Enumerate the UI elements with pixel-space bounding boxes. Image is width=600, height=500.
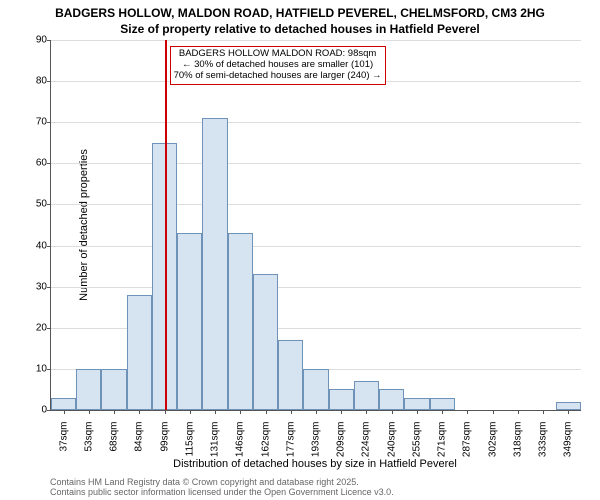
ytick-label: 0	[23, 405, 47, 416]
x-axis-title: Distribution of detached houses by size …	[50, 458, 580, 470]
gridline-h	[51, 163, 581, 164]
xtick-label: 84sqm	[134, 422, 145, 482]
gridline-h	[51, 246, 581, 247]
ytick-label: 40	[23, 240, 47, 251]
chart-title-line2: Size of property relative to detached ho…	[0, 22, 600, 36]
ytick-mark	[47, 122, 51, 123]
xtick-mark	[266, 410, 267, 414]
histogram-bar	[430, 398, 455, 410]
xtick-mark	[392, 410, 393, 414]
ytick-mark	[47, 369, 51, 370]
histogram-bar	[51, 398, 76, 410]
ytick-mark	[47, 287, 51, 288]
ytick-label: 90	[23, 35, 47, 46]
xtick-label: 193sqm	[311, 422, 322, 482]
xtick-label: 349sqm	[563, 422, 574, 482]
ytick-mark	[47, 40, 51, 41]
xtick-label: 318sqm	[512, 422, 523, 482]
histogram-bar	[329, 389, 354, 410]
xtick-mark	[89, 410, 90, 414]
ytick-label: 20	[23, 322, 47, 333]
y-axis-title-container: Number of detached properties	[8, 40, 22, 410]
xtick-label: 255sqm	[411, 422, 422, 482]
histogram-bar	[556, 402, 581, 410]
ytick-mark	[47, 204, 51, 205]
xtick-mark	[493, 410, 494, 414]
histogram-bar	[202, 118, 227, 410]
xtick-mark	[215, 410, 216, 414]
reference-line	[165, 40, 167, 410]
xtick-label: 271sqm	[437, 422, 448, 482]
xtick-label: 177sqm	[285, 422, 296, 482]
xtick-label: 99sqm	[159, 422, 170, 482]
xtick-mark	[442, 410, 443, 414]
annotation-line: 70% of semi-detached houses are larger (…	[174, 71, 382, 82]
histogram-bar	[354, 381, 379, 410]
gridline-h	[51, 287, 581, 288]
ytick-mark	[47, 246, 51, 247]
annotation-box: BADGERS HOLLOW MALDON ROAD: 98sqm← 30% o…	[170, 46, 386, 85]
xtick-label: 131sqm	[210, 422, 221, 482]
ytick-label: 70	[23, 117, 47, 128]
xtick-mark	[366, 410, 367, 414]
gridline-h	[51, 122, 581, 123]
histogram-bar	[303, 369, 328, 410]
histogram-bar	[278, 340, 303, 410]
histogram-bar	[101, 369, 126, 410]
ytick-mark	[47, 328, 51, 329]
histogram-bar	[127, 295, 152, 410]
histogram-plot-area: 010203040506070809037sqm53sqm68sqm84sqm9…	[50, 40, 581, 411]
xtick-mark	[190, 410, 191, 414]
ytick-mark	[47, 81, 51, 82]
histogram-bar	[404, 398, 429, 410]
xtick-label: 68sqm	[109, 422, 120, 482]
xtick-label: 240sqm	[386, 422, 397, 482]
attribution-line2: Contains public sector information licen…	[50, 488, 394, 498]
attribution-text: Contains HM Land Registry data © Crown c…	[50, 478, 394, 498]
histogram-bar	[379, 389, 404, 410]
ytick-label: 10	[23, 363, 47, 374]
xtick-mark	[64, 410, 65, 414]
xtick-mark	[467, 410, 468, 414]
xtick-label: 287sqm	[462, 422, 473, 482]
xtick-mark	[114, 410, 115, 414]
ytick-label: 60	[23, 158, 47, 169]
xtick-mark	[291, 410, 292, 414]
ytick-mark	[47, 410, 51, 411]
xtick-mark	[139, 410, 140, 414]
xtick-label: 115sqm	[184, 422, 195, 482]
xtick-mark	[316, 410, 317, 414]
histogram-bar	[228, 233, 253, 410]
xtick-mark	[568, 410, 569, 414]
xtick-label: 224sqm	[361, 422, 372, 482]
histogram-bar	[253, 274, 278, 410]
gridline-h	[51, 204, 581, 205]
xtick-label: 209sqm	[336, 422, 347, 482]
xtick-label: 37sqm	[58, 422, 69, 482]
xtick-label: 302sqm	[487, 422, 498, 482]
histogram-bar	[76, 369, 101, 410]
xtick-mark	[240, 410, 241, 414]
ytick-label: 80	[23, 76, 47, 87]
ytick-mark	[47, 163, 51, 164]
ytick-label: 50	[23, 199, 47, 210]
xtick-label: 333sqm	[538, 422, 549, 482]
xtick-mark	[543, 410, 544, 414]
gridline-h	[51, 40, 581, 41]
xtick-mark	[417, 410, 418, 414]
xtick-mark	[165, 410, 166, 414]
xtick-mark	[518, 410, 519, 414]
histogram-bar	[177, 233, 202, 410]
xtick-label: 146sqm	[235, 422, 246, 482]
xtick-label: 53sqm	[83, 422, 94, 482]
chart-title-line1: BADGERS HOLLOW, MALDON ROAD, HATFIELD PE…	[0, 6, 600, 20]
xtick-mark	[341, 410, 342, 414]
ytick-label: 30	[23, 281, 47, 292]
xtick-label: 162sqm	[260, 422, 271, 482]
